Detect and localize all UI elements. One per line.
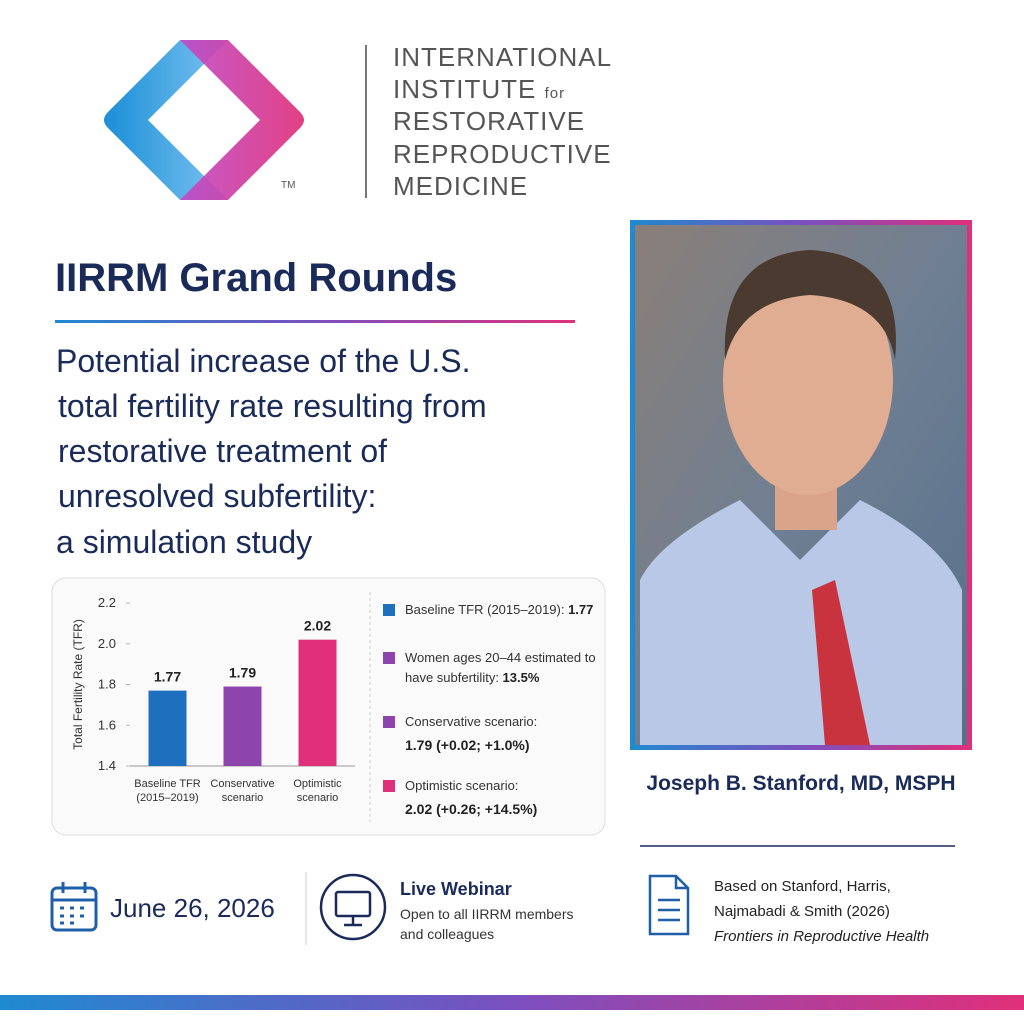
y-tick-label: 2.0 [98, 636, 116, 651]
event-title: IIRRM Grand Rounds [55, 256, 458, 300]
legend-text: Optimistic scenario: [405, 778, 519, 793]
logo-left [104, 40, 228, 200]
legend-value: 1.79 (+0.02; +1.0%) [405, 737, 530, 753]
reference-journal: Frontiers in Reproductive Health [714, 928, 930, 945]
legend-value: 2.02 (+0.26; +14.5%) [405, 801, 538, 817]
legend-swatch [383, 652, 395, 664]
reference-line: Najmabadi & Smith (2026) [714, 903, 890, 920]
talk-title: total fertility rate resulting from [58, 388, 487, 424]
y-tick-label: 1.8 [98, 677, 116, 692]
face [723, 265, 893, 495]
org-line: REPRODUCTIVE [393, 139, 612, 169]
bar [223, 686, 262, 766]
x-tick-label: Conservative scenario [210, 778, 275, 804]
document-icon [648, 874, 690, 936]
value-label: 1.79 [229, 665, 256, 681]
legend-text: Conservative scenario: [405, 714, 538, 729]
footer-bar [0, 995, 1024, 1010]
webinar-line: Open to all IIRRM members [400, 906, 574, 922]
x-tick-label: Baseline TFR (2015–2019) [134, 778, 201, 804]
hair [724, 250, 896, 360]
bar [148, 690, 187, 766]
org-line: MEDICINE [393, 171, 529, 201]
talk-title: unresolved subfertility: [58, 478, 377, 514]
shirt [640, 500, 962, 745]
org-line: INTERNATIONAL [393, 42, 613, 72]
photo [630, 220, 972, 750]
org-line: INSTITUTE [393, 74, 537, 104]
x-tick-label: Optimistic scenario [293, 778, 342, 804]
tie [812, 580, 870, 745]
monitor-icon [319, 873, 387, 941]
legend-text: Baseline TFR (2015–2019): [405, 602, 569, 617]
org-line: INSTITUTE for [393, 74, 565, 105]
reference-line: Based on Stanford, Harris, [714, 878, 891, 895]
org-for: for [544, 85, 566, 102]
legend-item: Women ages 20–44 estimated to have subfe… [405, 648, 600, 688]
y-axis-label: Total Fertility Rate (TFR) [71, 619, 85, 750]
legend-value: 1.77 [568, 602, 594, 617]
legend-value: 13.5% [502, 670, 540, 685]
bar [298, 639, 337, 766]
legend-item: Baseline TFR (2015–2019): 1.77 [405, 600, 600, 620]
talk-title: restorative treatment of [58, 433, 388, 469]
legend-item: Conservative scenario: 1.79 (+0.02; +1.0%… [405, 712, 600, 755]
y-tick-label: 2.2 [98, 595, 116, 610]
org-line: RESTORATIVE [393, 106, 586, 136]
y-tick-label: 1.6 [98, 717, 116, 732]
value-label: 2.02 [304, 618, 331, 634]
logo [104, 40, 304, 200]
legend-swatch [383, 716, 395, 728]
talk-title: Potential increase of the U.S. [56, 343, 471, 379]
date: June 26, 2026 [110, 893, 275, 923]
y-tick-label: 1.4 [98, 758, 116, 773]
legend-swatch [383, 604, 395, 616]
speaker: Joseph B. Stanford, MD, MSPH [646, 772, 956, 795]
title-rule [55, 320, 575, 323]
webinar-line: and colleagues [400, 926, 495, 942]
legend-text: Women ages 20–44 estimated to have subfe… [405, 650, 596, 685]
legend-swatch [383, 780, 395, 792]
legend-item: Optimistic scenario: 2.02 (+0.26; +14.5%) [405, 776, 600, 819]
value-label: 1.77 [154, 669, 181, 685]
calendar-icon [50, 882, 98, 932]
talk-title: a simulation study [56, 524, 313, 560]
webinar-title: Live Webinar [400, 879, 512, 899]
trademark: TM [281, 180, 296, 191]
logo-right [180, 40, 304, 200]
